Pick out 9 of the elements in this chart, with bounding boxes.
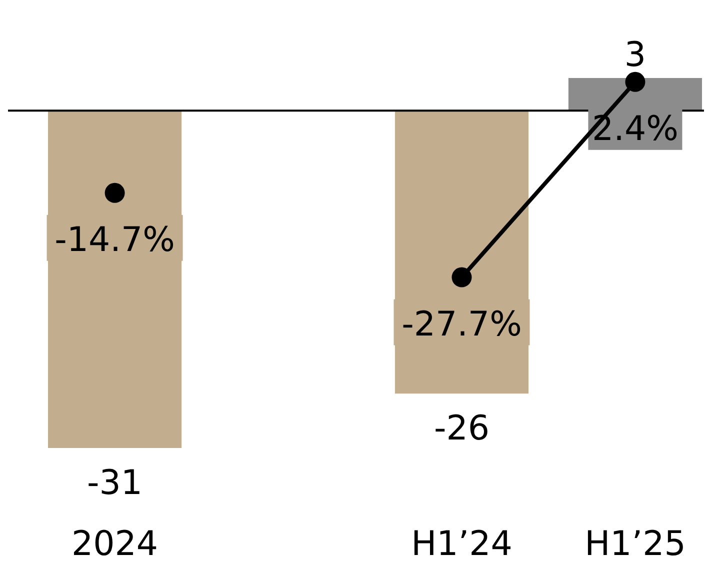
x-tick-label: 2024 [72,524,158,564]
x-tick-label: H1’24 [411,524,512,564]
data-label: -31 [87,463,143,503]
data-label: 3 [624,35,646,75]
data-label: -27.7% [402,304,522,344]
data-label: -14.7% [54,220,175,260]
data-label: 2.4% [592,108,678,149]
data-label: -26 [434,408,490,449]
x-tick-label: H1’25 [584,524,686,564]
